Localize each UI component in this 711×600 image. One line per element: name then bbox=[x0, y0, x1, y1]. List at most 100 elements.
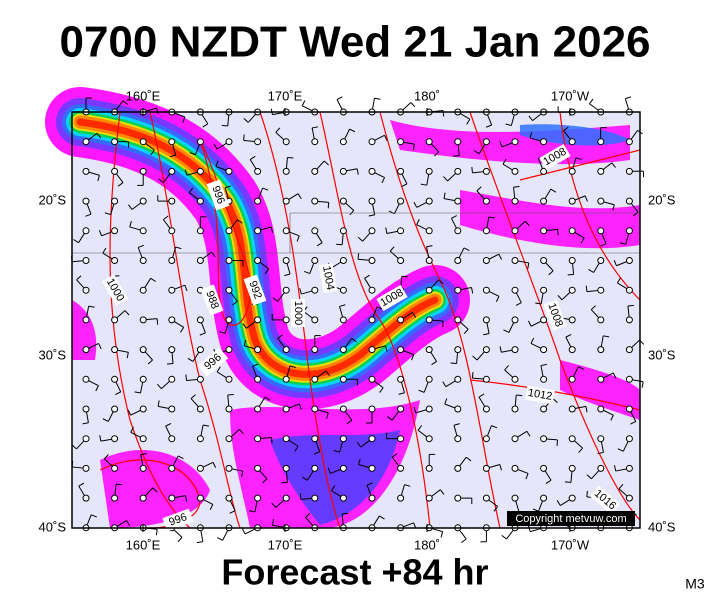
station bbox=[454, 494, 462, 502]
wind-barb bbox=[225, 185, 232, 189]
station bbox=[111, 464, 119, 472]
station bbox=[139, 375, 147, 383]
station bbox=[540, 197, 548, 205]
wind-barb bbox=[270, 226, 274, 233]
station bbox=[139, 346, 147, 354]
wind-barb bbox=[413, 201, 418, 208]
station bbox=[597, 167, 605, 175]
wind-barb bbox=[284, 273, 291, 277]
wind-barb bbox=[401, 183, 408, 188]
wind-barb bbox=[504, 365, 509, 371]
isobar bbox=[259, 111, 341, 529]
station bbox=[282, 375, 290, 383]
station bbox=[196, 494, 204, 502]
wind-barb bbox=[535, 302, 542, 305]
station bbox=[568, 405, 576, 413]
wind-barb bbox=[412, 144, 415, 151]
station bbox=[311, 138, 319, 146]
wind-barb bbox=[241, 528, 246, 535]
station bbox=[511, 138, 519, 146]
wind-barb bbox=[130, 426, 134, 433]
station bbox=[111, 405, 119, 413]
station bbox=[397, 227, 405, 235]
station bbox=[254, 257, 262, 264]
station bbox=[454, 138, 462, 146]
wind-barb bbox=[271, 519, 275, 526]
station bbox=[511, 405, 519, 413]
wind-barb bbox=[516, 394, 523, 397]
station bbox=[311, 257, 319, 264]
wind-barb bbox=[540, 363, 547, 367]
station bbox=[311, 464, 319, 472]
wind-barb bbox=[499, 346, 502, 353]
wind-barb bbox=[630, 421, 636, 425]
station bbox=[454, 197, 462, 205]
wind-barb bbox=[163, 215, 169, 221]
station bbox=[282, 346, 290, 354]
wind-barb bbox=[614, 465, 617, 472]
axes: 160˚E 160˚E 170˚E 170˚E 180˚ 180˚ 170˚W 170˚W 20… bbox=[39, 88, 676, 552]
station bbox=[540, 346, 548, 354]
wind-barb bbox=[169, 154, 176, 158]
wind-barb bbox=[493, 506, 498, 512]
wind-barb bbox=[585, 285, 588, 292]
station bbox=[196, 464, 204, 472]
wind-barb bbox=[499, 141, 503, 148]
wind-barb bbox=[528, 525, 531, 532]
wind-barb bbox=[73, 239, 79, 244]
wind-barb bbox=[473, 150, 480, 155]
station bbox=[597, 405, 605, 413]
wind-barb bbox=[391, 453, 398, 458]
wind-barb bbox=[272, 297, 279, 302]
station bbox=[482, 286, 490, 294]
station bbox=[82, 405, 90, 413]
station bbox=[168, 346, 176, 354]
wind-barb bbox=[305, 513, 311, 518]
wind-barb bbox=[426, 245, 433, 248]
wind-barb bbox=[368, 214, 375, 217]
station bbox=[111, 435, 119, 443]
station bbox=[196, 435, 204, 443]
station bbox=[254, 138, 262, 146]
wind-barb bbox=[398, 392, 405, 395]
station bbox=[540, 435, 548, 443]
wind-barb bbox=[557, 295, 563, 301]
station bbox=[311, 227, 319, 235]
isobar-label-box bbox=[101, 274, 129, 306]
wind-barb bbox=[117, 182, 124, 187]
wind-barb bbox=[356, 168, 359, 175]
station bbox=[454, 167, 462, 175]
wind-barb bbox=[434, 151, 440, 157]
wind-barb bbox=[443, 192, 446, 199]
wind-barb bbox=[527, 320, 532, 327]
wind-barb bbox=[349, 128, 356, 133]
station bbox=[139, 138, 147, 146]
station bbox=[482, 257, 490, 264]
isobar-label: 996 bbox=[209, 184, 227, 205]
station bbox=[425, 464, 433, 472]
wind-barb bbox=[157, 383, 162, 390]
wind-barb bbox=[281, 481, 288, 484]
station bbox=[111, 494, 119, 502]
station bbox=[540, 227, 548, 235]
station bbox=[511, 346, 519, 354]
wind-barb bbox=[346, 419, 353, 425]
station bbox=[282, 197, 290, 205]
station bbox=[511, 197, 519, 205]
station bbox=[225, 346, 233, 354]
wind-barb bbox=[229, 510, 236, 514]
wind-barb bbox=[364, 274, 370, 279]
station bbox=[540, 464, 548, 472]
wind-barb bbox=[98, 343, 102, 350]
isobar bbox=[559, 111, 641, 301]
station bbox=[511, 464, 519, 472]
station bbox=[482, 197, 490, 205]
station bbox=[196, 257, 204, 264]
station bbox=[625, 286, 633, 294]
station bbox=[139, 167, 147, 175]
wind-barb bbox=[187, 357, 194, 362]
station bbox=[625, 375, 633, 383]
wind-barb bbox=[502, 158, 507, 165]
station bbox=[568, 435, 576, 443]
station bbox=[625, 138, 633, 146]
